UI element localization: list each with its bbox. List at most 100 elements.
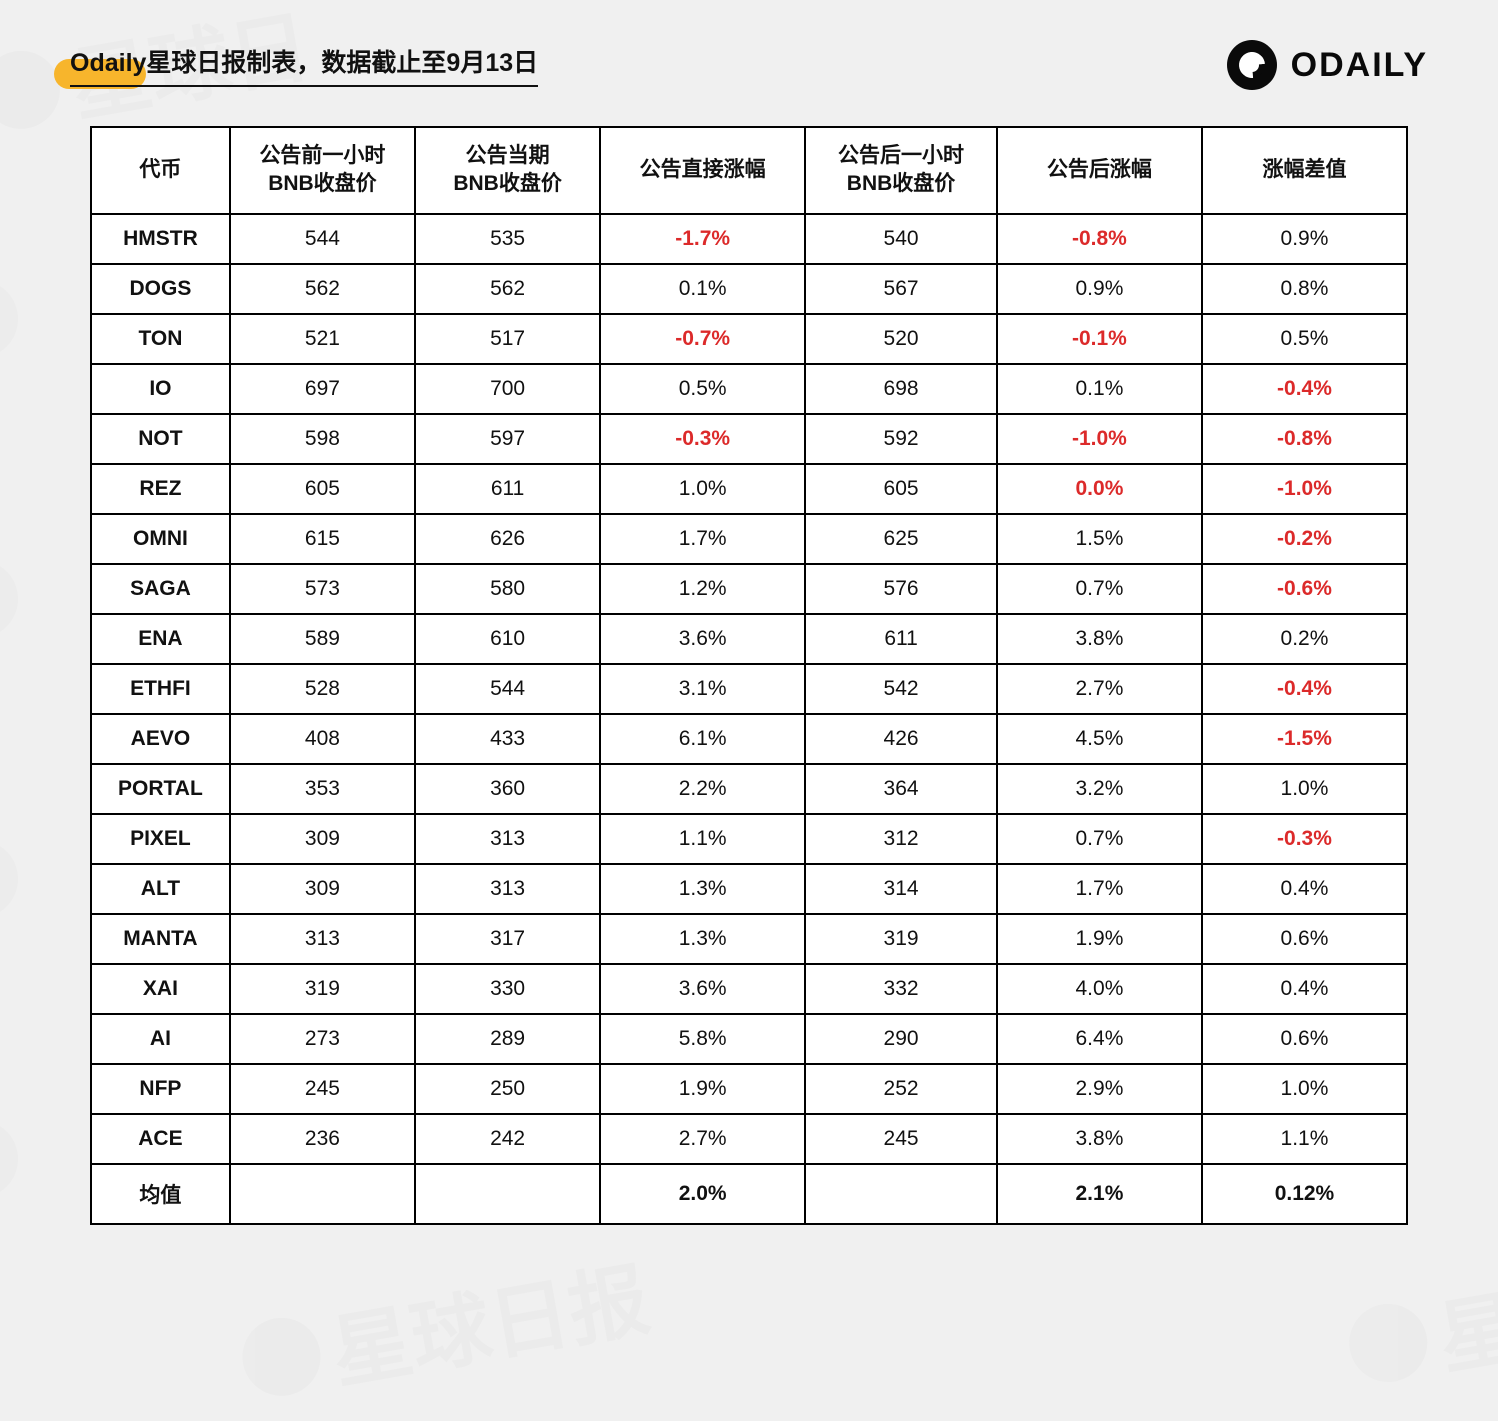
cell-post_pct: 4.5% bbox=[997, 714, 1202, 764]
avg-cell-label: 均值 bbox=[91, 1164, 230, 1224]
cell-token: IO bbox=[91, 364, 230, 414]
cell-post_pct: 2.9% bbox=[997, 1064, 1202, 1114]
cell-pre: 562 bbox=[230, 264, 415, 314]
cell-token: ACE bbox=[91, 1114, 230, 1164]
cell-post_pct: 2.7% bbox=[997, 664, 1202, 714]
cell-pre: 236 bbox=[230, 1114, 415, 1164]
cell-diff: 0.5% bbox=[1202, 314, 1407, 364]
cell-direct: 3.6% bbox=[600, 964, 805, 1014]
cell-direct: 1.7% bbox=[600, 514, 805, 564]
cell-token: MANTA bbox=[91, 914, 230, 964]
cell-post_pct: 0.1% bbox=[997, 364, 1202, 414]
cell-post_pct: 0.7% bbox=[997, 814, 1202, 864]
cell-post: 540 bbox=[805, 214, 997, 264]
table-row: ENA5896103.6%6113.8%0.2% bbox=[91, 614, 1407, 664]
cell-post_pct: 3.8% bbox=[997, 614, 1202, 664]
cell-post_pct: 1.9% bbox=[997, 914, 1202, 964]
cell-post: 290 bbox=[805, 1014, 997, 1064]
col-header-token: 代币 bbox=[91, 127, 230, 214]
col-header-pre: 公告前一小时BNB收盘价 bbox=[230, 127, 415, 214]
cell-diff: 0.4% bbox=[1202, 864, 1407, 914]
cell-diff: 0.6% bbox=[1202, 914, 1407, 964]
cell-direct: -1.7% bbox=[600, 214, 805, 264]
cell-post: 364 bbox=[805, 764, 997, 814]
cell-pre: 408 bbox=[230, 714, 415, 764]
avg-cell-post bbox=[805, 1164, 997, 1224]
cell-post: 576 bbox=[805, 564, 997, 614]
cell-diff: 1.1% bbox=[1202, 1114, 1407, 1164]
cell-at: 535 bbox=[415, 214, 600, 264]
cell-direct: 1.0% bbox=[600, 464, 805, 514]
col-header-postpct: 公告后涨幅 bbox=[997, 127, 1202, 214]
cell-diff: 0.8% bbox=[1202, 264, 1407, 314]
cell-post: 698 bbox=[805, 364, 997, 414]
cell-post: 605 bbox=[805, 464, 997, 514]
table-header-row: 代币 公告前一小时BNB收盘价 公告当期BNB收盘价 公告直接涨幅 公告后一小时… bbox=[91, 127, 1407, 214]
table-row: AI2732895.8%2906.4%0.6% bbox=[91, 1014, 1407, 1064]
cell-post_pct: 3.2% bbox=[997, 764, 1202, 814]
table-row: IO6977000.5%6980.1%-0.4% bbox=[91, 364, 1407, 414]
cell-at: 313 bbox=[415, 864, 600, 914]
table-row: ALT3093131.3%3141.7%0.4% bbox=[91, 864, 1407, 914]
cell-post_pct: 1.7% bbox=[997, 864, 1202, 914]
header: Odaily星球日报制表，数据截止至9月13日 ODAILY bbox=[0, 0, 1498, 114]
brand-logo-icon bbox=[1227, 40, 1277, 90]
cell-token: OMNI bbox=[91, 514, 230, 564]
cell-pre: 245 bbox=[230, 1064, 415, 1114]
cell-post_pct: 4.0% bbox=[997, 964, 1202, 1014]
cell-post_pct: 6.4% bbox=[997, 1014, 1202, 1064]
cell-token: HMSTR bbox=[91, 214, 230, 264]
table-row: AEVO4084336.1%4264.5%-1.5% bbox=[91, 714, 1407, 764]
table-row: NFP2452501.9%2522.9%1.0% bbox=[91, 1064, 1407, 1114]
cell-direct: 6.1% bbox=[600, 714, 805, 764]
cell-at: 433 bbox=[415, 714, 600, 764]
watermark: 星球日报 bbox=[233, 1235, 657, 1420]
cell-at: 562 bbox=[415, 264, 600, 314]
cell-diff: 1.0% bbox=[1202, 764, 1407, 814]
cell-pre: 544 bbox=[230, 214, 415, 264]
cell-pre: 313 bbox=[230, 914, 415, 964]
cell-diff: 1.0% bbox=[1202, 1064, 1407, 1114]
cell-at: 611 bbox=[415, 464, 600, 514]
col-header-at: 公告当期BNB收盘价 bbox=[415, 127, 600, 214]
cell-pre: 521 bbox=[230, 314, 415, 364]
brand-logo-text: ODAILY bbox=[1291, 46, 1428, 85]
cell-token: SAGA bbox=[91, 564, 230, 614]
cell-pre: 598 bbox=[230, 414, 415, 464]
avg-cell-post_pct: 2.1% bbox=[997, 1164, 1202, 1224]
cell-post: 542 bbox=[805, 664, 997, 714]
watermark bbox=[0, 274, 24, 364]
watermark: 星球 bbox=[1340, 1249, 1498, 1407]
cell-post: 625 bbox=[805, 514, 997, 564]
table-row: DOGS5625620.1%5670.9%0.8% bbox=[91, 264, 1407, 314]
cell-token: DOGS bbox=[91, 264, 230, 314]
cell-at: 330 bbox=[415, 964, 600, 1014]
cell-diff: -0.4% bbox=[1202, 364, 1407, 414]
table-row: SAGA5735801.2%5760.7%-0.6% bbox=[91, 564, 1407, 614]
col-header-post: 公告后一小时BNB收盘价 bbox=[805, 127, 997, 214]
table-row: HMSTR544535-1.7%540-0.8%0.9% bbox=[91, 214, 1407, 264]
brand-logo: ODAILY bbox=[1227, 40, 1428, 90]
cell-direct: -0.3% bbox=[600, 414, 805, 464]
cell-diff: 0.9% bbox=[1202, 214, 1407, 264]
cell-token: ALT bbox=[91, 864, 230, 914]
cell-diff: -1.5% bbox=[1202, 714, 1407, 764]
cell-post: 520 bbox=[805, 314, 997, 364]
cell-diff: -0.6% bbox=[1202, 564, 1407, 614]
cell-at: 626 bbox=[415, 514, 600, 564]
table-row: OMNI6156261.7%6251.5%-0.2% bbox=[91, 514, 1407, 564]
table-row: REZ6056111.0%6050.0%-1.0% bbox=[91, 464, 1407, 514]
col-header-direct: 公告直接涨幅 bbox=[600, 127, 805, 214]
cell-token: PORTAL bbox=[91, 764, 230, 814]
cell-post_pct: 0.9% bbox=[997, 264, 1202, 314]
table-row: ETHFI5285443.1%5422.7%-0.4% bbox=[91, 664, 1407, 714]
table-row: NOT598597-0.3%592-1.0%-0.8% bbox=[91, 414, 1407, 464]
cell-pre: 273 bbox=[230, 1014, 415, 1064]
watermark bbox=[0, 554, 24, 644]
watermark bbox=[0, 1114, 24, 1204]
cell-pre: 309 bbox=[230, 814, 415, 864]
data-table-wrap: 代币 公告前一小时BNB收盘价 公告当期BNB收盘价 公告直接涨幅 公告后一小时… bbox=[90, 126, 1408, 1225]
avg-cell-diff: 0.12% bbox=[1202, 1164, 1407, 1224]
cell-at: 517 bbox=[415, 314, 600, 364]
cell-token: NOT bbox=[91, 414, 230, 464]
